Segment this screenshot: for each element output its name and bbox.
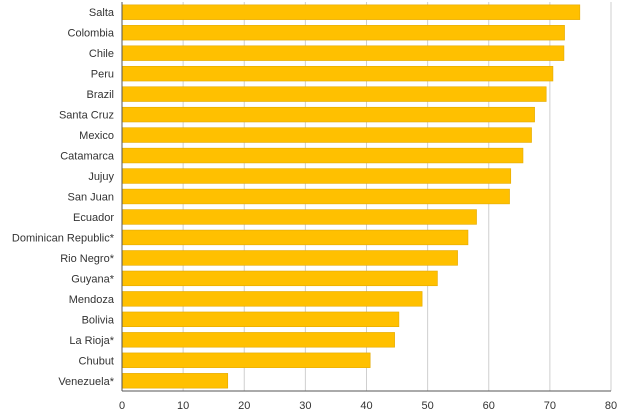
bar-peru (121, 65, 554, 82)
category-label: Chile (89, 48, 114, 60)
category-label: Guyana* (71, 273, 115, 285)
x-tick-label: 60 (483, 400, 495, 412)
x-tick-label: 50 (422, 400, 434, 412)
bar-colombia (121, 25, 565, 41)
x-tick-label: 20 (238, 400, 250, 412)
x-tick-label: 70 (544, 400, 556, 412)
bar-la-rioja (121, 332, 395, 348)
bar-chile (121, 45, 565, 61)
category-label: Salta (89, 7, 115, 19)
bar-dominican-republic (121, 229, 469, 246)
x-tick-label: 0 (119, 400, 125, 412)
category-label: Venezuela* (58, 376, 114, 388)
bar-ecuador (121, 209, 477, 225)
category-label: Rio Negro* (60, 253, 115, 265)
x-tick-labels: 0 10 20 30 40 50 60 70 80 (119, 400, 617, 412)
bar-brazil (121, 86, 547, 102)
category-label: Dominican Republic* (12, 232, 115, 244)
bars (121, 4, 581, 389)
category-label: Mexico (79, 130, 114, 142)
bar-bolivia (121, 311, 400, 328)
category-label: San Juan (68, 192, 114, 204)
category-label: Jujuy (88, 171, 114, 183)
x-tick-label: 40 (360, 400, 372, 412)
category-label: Chubut (79, 355, 114, 367)
bar-catamarca (121, 147, 524, 164)
bar-mexico (121, 127, 532, 143)
bar-salta (121, 4, 581, 20)
category-label: Bolivia (82, 314, 115, 326)
category-label: Peru (91, 69, 114, 81)
bar-venezuela (121, 373, 229, 389)
category-label: Colombia (68, 28, 115, 40)
category-label: Catamarca (60, 151, 115, 163)
category-label: Ecuador (73, 212, 114, 224)
bar-mendoza (121, 291, 423, 307)
category-labels: Salta Colombia Chile Peru Brazil Santa Cruz Me… (12, 7, 115, 388)
category-label: Brazil (86, 89, 114, 101)
x-tick-label: 10 (177, 400, 189, 412)
category-label: Mendoza (69, 294, 115, 306)
category-label: La Rioja* (69, 335, 114, 347)
bar-jujuy (121, 168, 512, 184)
bar-rio-negro (121, 250, 458, 266)
bar-chubut (121, 352, 371, 368)
x-tick-label: 30 (299, 400, 311, 412)
bar-san-juan (121, 188, 510, 205)
x-tick-label: 80 (605, 400, 617, 412)
bar-santa-cruz (121, 106, 535, 123)
category-label: Santa Cruz (59, 110, 114, 122)
bar-guyana (121, 270, 438, 287)
